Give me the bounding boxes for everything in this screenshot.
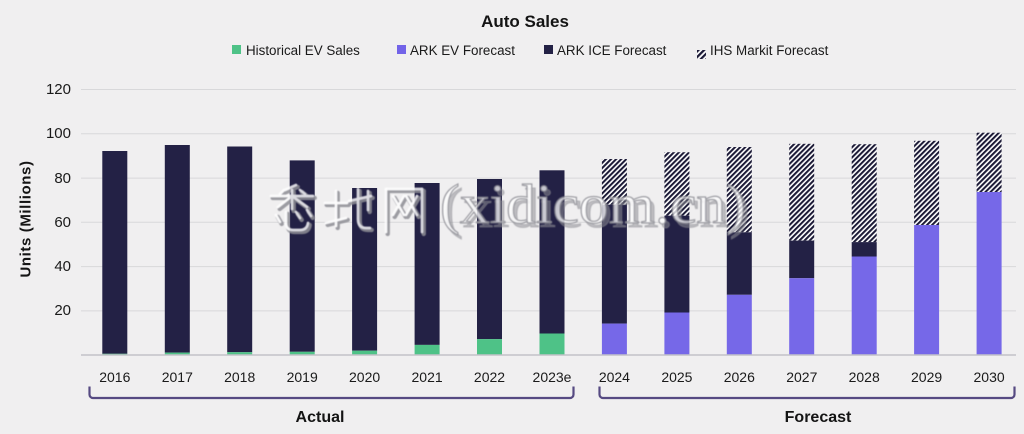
svg-text:(xidicom.cn): (xidicom.cn)	[443, 178, 749, 240]
svg-text:(xidicom.cn): (xidicom.cn)	[440, 174, 746, 236]
